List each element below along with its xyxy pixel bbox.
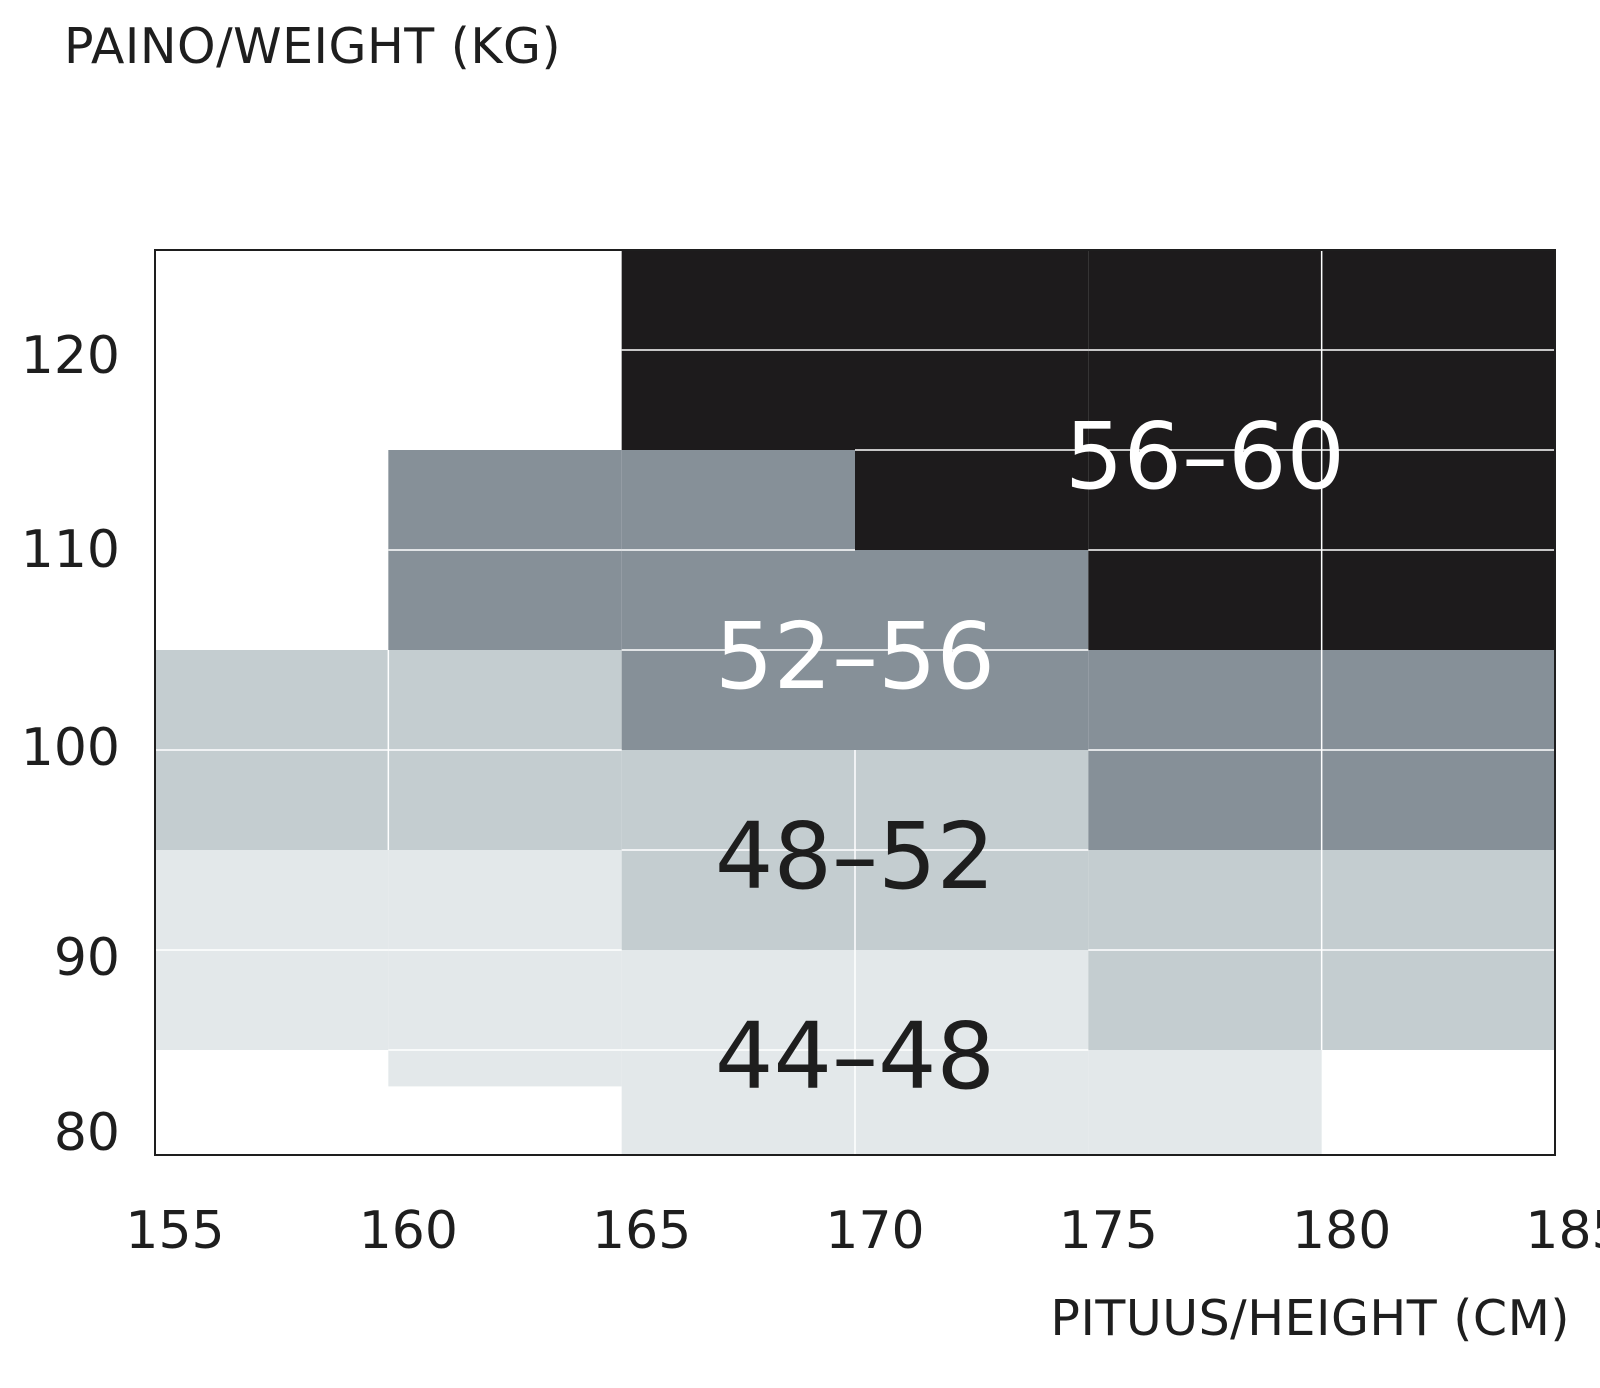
y-tick-label: 110 bbox=[21, 520, 120, 580]
y-tick-label: 120 bbox=[21, 326, 120, 386]
zone-label-4: 44–48 bbox=[715, 1003, 995, 1110]
zone-cell-1-4 bbox=[1088, 1050, 1322, 1155]
x-tick-label: 185 bbox=[1525, 1201, 1600, 1261]
zone-label-2: 52–56 bbox=[715, 603, 995, 710]
y-tick-label: 100 bbox=[21, 718, 120, 778]
x-tick-label: 165 bbox=[592, 1201, 691, 1261]
x-tick-label: 170 bbox=[825, 1201, 924, 1261]
x-tick-label: 155 bbox=[125, 1201, 224, 1261]
zone-cell-3-2 bbox=[621, 450, 855, 750]
zone-labels: 56–60 52–56 48–52 44–48 bbox=[715, 403, 1345, 1110]
plot-frame bbox=[154, 249, 1556, 1156]
x-axis-title: PITUUS/HEIGHT (CM) bbox=[1050, 1290, 1570, 1347]
x-tick-label: 160 bbox=[359, 1201, 458, 1261]
grid-lines bbox=[155, 250, 1555, 1155]
y-tick-label: 80 bbox=[54, 1103, 120, 1163]
y-axis-title: PAINO/WEIGHT (KG) bbox=[64, 18, 562, 75]
x-tick-label: 180 bbox=[1292, 1201, 1391, 1261]
x-tick-label: 175 bbox=[1059, 1201, 1158, 1261]
zone-label-1: 56–60 bbox=[1065, 403, 1345, 510]
y-tick-labels: 80 90 100 110 120 bbox=[21, 326, 120, 1163]
y-tick-label: 90 bbox=[54, 928, 120, 988]
zone-cell-4-2 bbox=[855, 250, 1089, 550]
x-tick-labels: 155 160 165 170 175 180 185 bbox=[125, 1201, 1600, 1261]
zone-label-3: 48–52 bbox=[715, 803, 995, 910]
zone-cell-1-2 bbox=[388, 850, 622, 1087]
